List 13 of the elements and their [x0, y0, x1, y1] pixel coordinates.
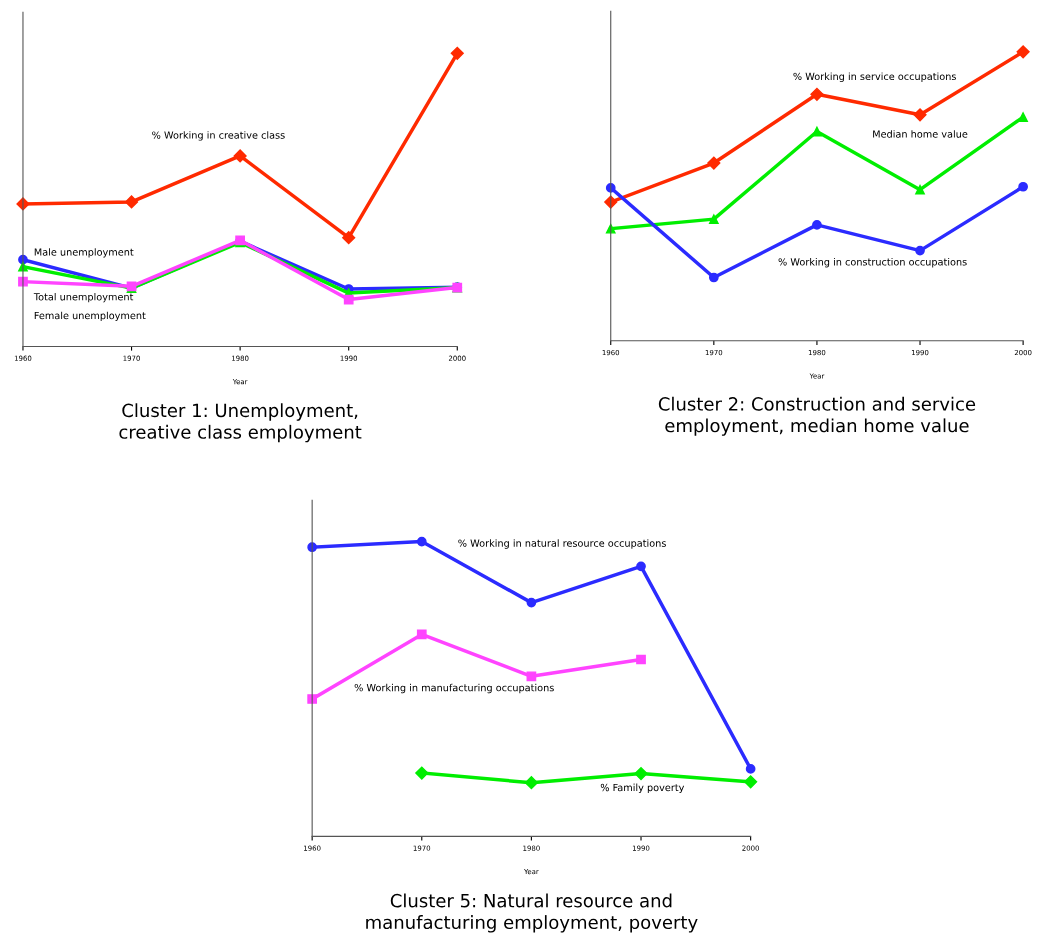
text: Cluster 1: Unemployment, creative class employment — [119, 403, 362, 443]
series-label: Male unemployment — [34, 248, 134, 258]
series-label: % Working in manufacturing occupations — [354, 683, 554, 694]
series-label: % Working in construction occupations — [778, 258, 967, 268]
series-label: % Working in service occupations — [793, 72, 956, 82]
series-label: % Working in natural resource occupations — [458, 539, 666, 549]
series-label: Total unemployment — [33, 292, 134, 303]
text: Cluster 2: Construction and service employment, median home value — [658, 396, 976, 436]
text: Female unemployment — [34, 311, 146, 322]
text: % Working in creative class — [152, 131, 285, 141]
series-label: % Family poverty — [600, 783, 685, 794]
text: Cluster 5: Natural resource and manufacturing employment, poverty — [366, 893, 698, 933]
series-label: Median home value — [873, 130, 968, 138]
